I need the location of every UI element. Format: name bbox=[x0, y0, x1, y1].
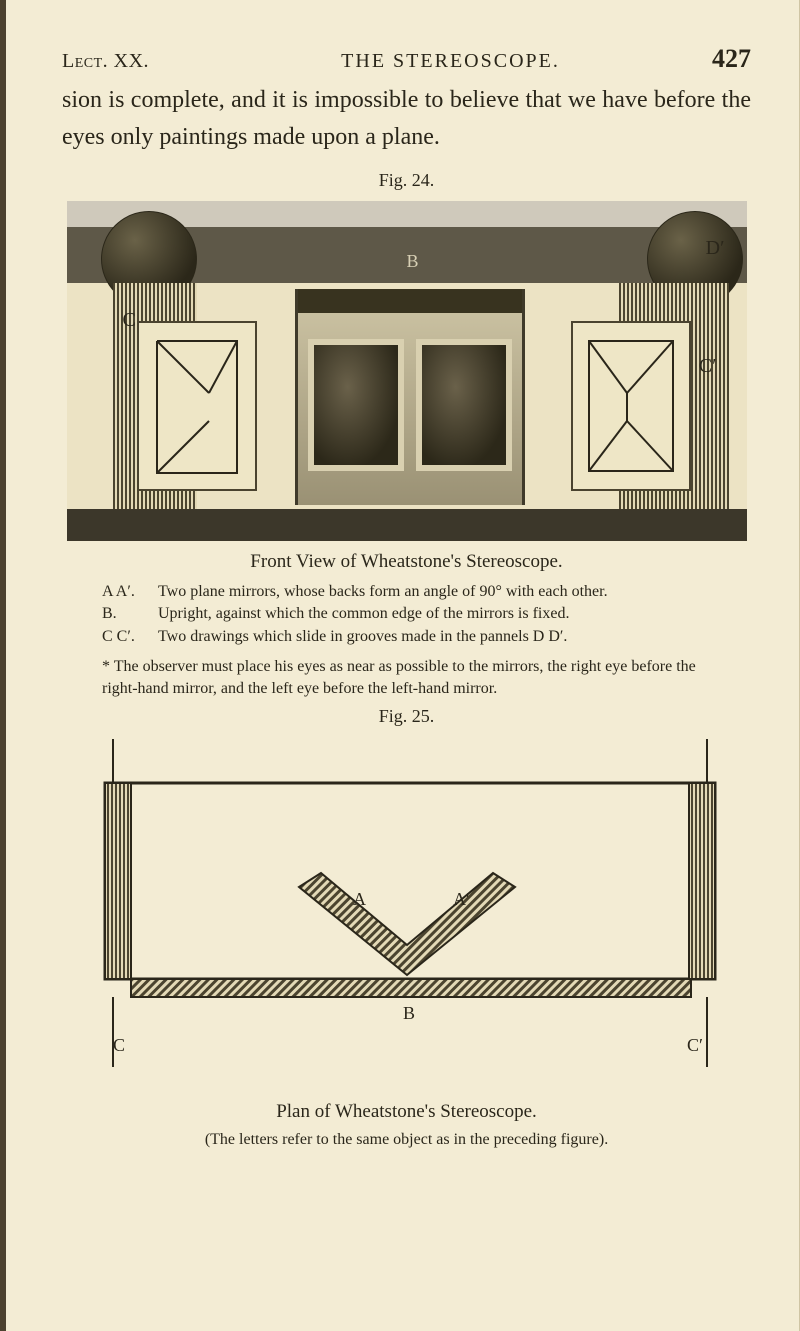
running-title: THE STEREOSCOPE. bbox=[189, 50, 712, 73]
legend-text-b: Upright, against which the common edge o… bbox=[158, 603, 569, 625]
mark-c-prime-plan: C′ bbox=[687, 1035, 703, 1055]
mark-b: B bbox=[407, 251, 419, 272]
fig24-illustration: B C C′ D′ bbox=[67, 201, 747, 541]
legend-text-cc: Two drawings which slide in grooves made… bbox=[158, 626, 567, 648]
intro-paragraph: sion is complete, and it is impossible t… bbox=[62, 82, 751, 156]
fig25-footnote: (The letters refer to the same object as… bbox=[62, 1131, 751, 1149]
mark-d-prime: D′ bbox=[706, 237, 725, 260]
mark-c: C bbox=[123, 309, 136, 332]
fig25-label: Fig. 25. bbox=[62, 706, 751, 727]
stereoscope-body-icon bbox=[295, 289, 525, 505]
fig24-label: Fig. 24. bbox=[62, 170, 751, 191]
running-header: Lect. XX. THE STEREOSCOPE. 427 bbox=[62, 44, 751, 74]
fig25-diagram: A A′ B C C′ bbox=[67, 737, 747, 1087]
mark-b-plan: B bbox=[403, 1003, 415, 1023]
lecture-number: Lect. XX. bbox=[62, 50, 149, 73]
mark-a: A bbox=[353, 889, 366, 909]
fig24-legend: A A′.Two plane mirrors, whose backs form… bbox=[102, 581, 711, 647]
fig25-caption: Plan of Wheatstone's Stereoscope. bbox=[62, 1101, 751, 1123]
legend-key-b: B. bbox=[102, 603, 158, 625]
mark-a-prime: A′ bbox=[453, 889, 470, 909]
legend-text-aa: Two plane mirrors, whose backs form an a… bbox=[158, 581, 608, 603]
legend-key-aa: A A′. bbox=[102, 581, 158, 603]
legend-key-cc: C C′. bbox=[102, 626, 158, 648]
panel-c bbox=[137, 321, 257, 491]
fig24-caption: Front View of Wheatstone's Stereoscope. bbox=[62, 551, 751, 573]
page-number: 427 bbox=[712, 44, 751, 74]
panel-c-prime bbox=[571, 321, 691, 491]
mark-c-plan: C bbox=[113, 1035, 125, 1055]
fig24-note: * The observer must place his eyes as ne… bbox=[102, 656, 711, 700]
mark-c-prime: C′ bbox=[699, 355, 717, 378]
